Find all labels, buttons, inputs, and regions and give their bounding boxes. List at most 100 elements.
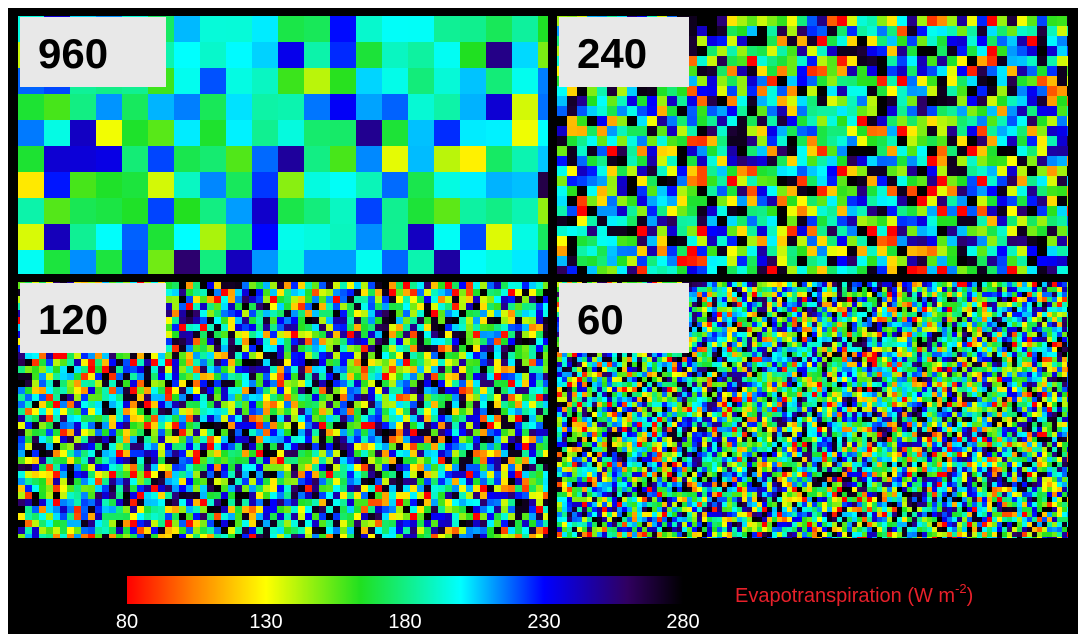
raster-cell bbox=[932, 287, 937, 292]
raster-cell bbox=[151, 527, 158, 534]
raster-cell bbox=[494, 310, 501, 317]
raster-cell bbox=[852, 287, 857, 292]
raster-cell bbox=[354, 429, 361, 436]
raster-cell bbox=[256, 289, 263, 296]
raster-cell bbox=[927, 76, 937, 86]
raster-cell bbox=[74, 429, 81, 436]
raster-cell bbox=[298, 331, 305, 338]
raster-cell bbox=[304, 94, 330, 120]
raster-cell bbox=[697, 106, 707, 116]
raster-cell bbox=[1047, 86, 1057, 96]
raster-cell bbox=[158, 401, 165, 408]
raster-cell bbox=[25, 436, 32, 443]
raster-cell bbox=[424, 331, 431, 338]
raster-cell bbox=[207, 331, 214, 338]
raster-cell bbox=[249, 422, 256, 429]
raster-cell bbox=[912, 297, 917, 302]
raster-cell bbox=[256, 450, 263, 457]
raster-cell bbox=[957, 76, 967, 86]
raster-cell bbox=[445, 457, 452, 464]
raster-cell bbox=[256, 506, 263, 513]
raster-cell bbox=[529, 513, 536, 520]
raster-cell bbox=[887, 86, 897, 96]
raster-cell bbox=[737, 76, 747, 86]
raster-cell bbox=[431, 394, 438, 401]
raster-cell bbox=[116, 422, 123, 429]
raster-cell bbox=[494, 282, 501, 289]
raster-cell bbox=[1057, 76, 1067, 86]
raster-cell bbox=[18, 457, 25, 464]
raster-cell bbox=[522, 457, 529, 464]
raster-cell bbox=[847, 266, 857, 274]
raster-cell bbox=[508, 457, 515, 464]
raster-cell bbox=[263, 366, 270, 373]
raster-cell bbox=[319, 436, 326, 443]
raster-cell bbox=[312, 499, 319, 506]
raster-cell bbox=[249, 366, 256, 373]
raster-cell bbox=[677, 116, 687, 126]
raster-cell bbox=[144, 534, 151, 538]
raster-cell bbox=[657, 226, 667, 236]
raster-cell bbox=[647, 236, 657, 246]
raster-cell bbox=[109, 520, 116, 527]
raster-cell bbox=[340, 331, 347, 338]
raster-cell bbox=[284, 352, 291, 359]
raster-cell bbox=[832, 292, 837, 297]
raster-cell bbox=[193, 317, 200, 324]
raster-cell bbox=[144, 422, 151, 429]
raster-cell bbox=[473, 345, 480, 352]
raster-cell bbox=[186, 394, 193, 401]
raster-cell bbox=[396, 317, 403, 324]
raster-cell bbox=[417, 282, 424, 289]
raster-cell bbox=[179, 380, 186, 387]
raster-cell bbox=[942, 302, 947, 307]
raster-cell bbox=[787, 76, 797, 86]
raster-cell bbox=[207, 436, 214, 443]
raster-cell bbox=[263, 289, 270, 296]
raster-cell bbox=[25, 380, 32, 387]
raster-cell bbox=[847, 146, 857, 156]
raster-cell bbox=[298, 534, 305, 538]
raster-cell bbox=[792, 287, 797, 292]
raster-cell bbox=[424, 380, 431, 387]
raster-cell bbox=[88, 492, 95, 499]
raster-cell bbox=[1017, 216, 1027, 226]
raster-cell bbox=[445, 513, 452, 520]
raster-cell bbox=[235, 394, 242, 401]
raster-cell bbox=[967, 256, 977, 266]
raster-cell bbox=[494, 499, 501, 506]
raster-cell bbox=[522, 471, 529, 478]
raster-cell bbox=[992, 282, 997, 287]
raster-cell bbox=[501, 513, 508, 520]
raster-cell bbox=[877, 216, 887, 226]
raster-cell bbox=[417, 408, 424, 415]
raster-cell bbox=[897, 302, 902, 307]
raster-cell bbox=[95, 436, 102, 443]
raster-cell bbox=[347, 366, 354, 373]
raster-cell bbox=[123, 422, 130, 429]
raster-cell bbox=[529, 471, 536, 478]
raster-cell bbox=[228, 366, 235, 373]
raster-cell bbox=[837, 226, 847, 236]
raster-cell bbox=[74, 359, 81, 366]
raster-cell bbox=[46, 443, 53, 450]
raster-cell bbox=[326, 527, 333, 534]
raster-cell bbox=[847, 46, 857, 56]
raster-cell bbox=[897, 256, 907, 266]
raster-cell bbox=[165, 282, 172, 289]
raster-cell bbox=[1027, 16, 1037, 26]
raster-cell bbox=[677, 196, 687, 206]
raster-cell bbox=[396, 373, 403, 380]
raster-cell bbox=[907, 156, 917, 166]
raster-cell bbox=[333, 331, 340, 338]
raster-cell bbox=[291, 527, 298, 534]
raster-cell bbox=[637, 226, 647, 236]
raster-cell bbox=[368, 289, 375, 296]
raster-cell bbox=[305, 359, 312, 366]
raster-cell bbox=[277, 443, 284, 450]
raster-cell bbox=[897, 56, 907, 66]
raster-cell bbox=[707, 287, 712, 292]
raster-cell bbox=[32, 443, 39, 450]
raster-cell bbox=[382, 16, 408, 42]
raster-cell bbox=[438, 310, 445, 317]
